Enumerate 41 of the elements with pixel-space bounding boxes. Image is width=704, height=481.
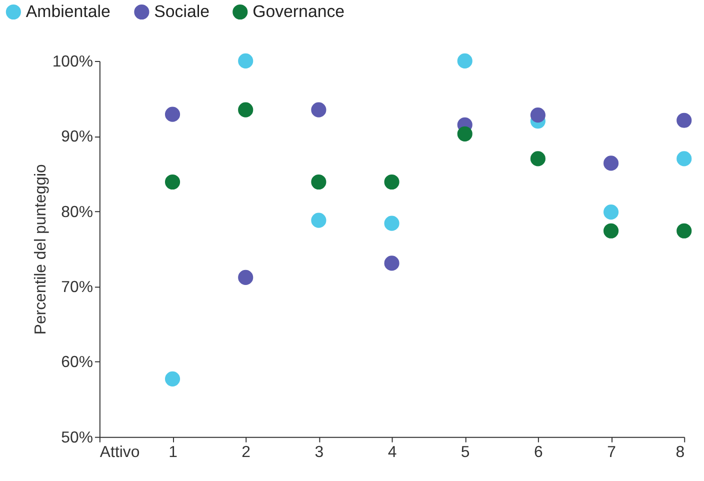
y-tick-label: 100% <box>52 53 93 70</box>
y-axis-title: Percentile del punteggio <box>32 164 50 335</box>
point <box>164 106 180 122</box>
x-tick-label: 6 <box>534 444 544 462</box>
x-tick-label: Attivo <box>100 444 140 462</box>
x-tick-label: 3 <box>314 444 324 462</box>
point <box>676 223 692 238</box>
point <box>384 216 400 231</box>
legend-label: Sociale <box>154 2 210 21</box>
point <box>603 204 619 220</box>
point <box>311 174 326 190</box>
point <box>457 126 472 142</box>
point <box>384 256 400 271</box>
point <box>457 53 472 69</box>
point <box>603 223 619 238</box>
point <box>676 112 692 128</box>
legend-label: Ambientale <box>26 2 110 21</box>
point <box>238 270 254 285</box>
legend-label: Governance <box>252 2 345 21</box>
y-tick-label: 60% <box>61 354 93 372</box>
x-tick-label: 8 <box>676 444 685 462</box>
y-tick-label: 80% <box>61 204 93 221</box>
y-tick-label: 90% <box>61 128 93 146</box>
point <box>676 151 692 166</box>
point <box>164 174 180 190</box>
point <box>603 156 619 171</box>
y-tick-label: 50% <box>61 429 93 446</box>
x-tick-label: 2 <box>242 444 251 462</box>
point <box>530 108 546 123</box>
point <box>384 174 400 190</box>
point <box>164 371 180 386</box>
x-tick-label: 7 <box>607 444 616 462</box>
point <box>238 53 254 69</box>
x-tick-label: 4 <box>388 444 397 462</box>
x-tick-label: 1 <box>168 444 178 462</box>
point <box>311 212 326 228</box>
point <box>238 102 254 118</box>
point <box>311 102 326 118</box>
y-tick-label: 70% <box>61 278 93 296</box>
x-tick-label: 5 <box>460 444 470 462</box>
point <box>530 151 546 166</box>
